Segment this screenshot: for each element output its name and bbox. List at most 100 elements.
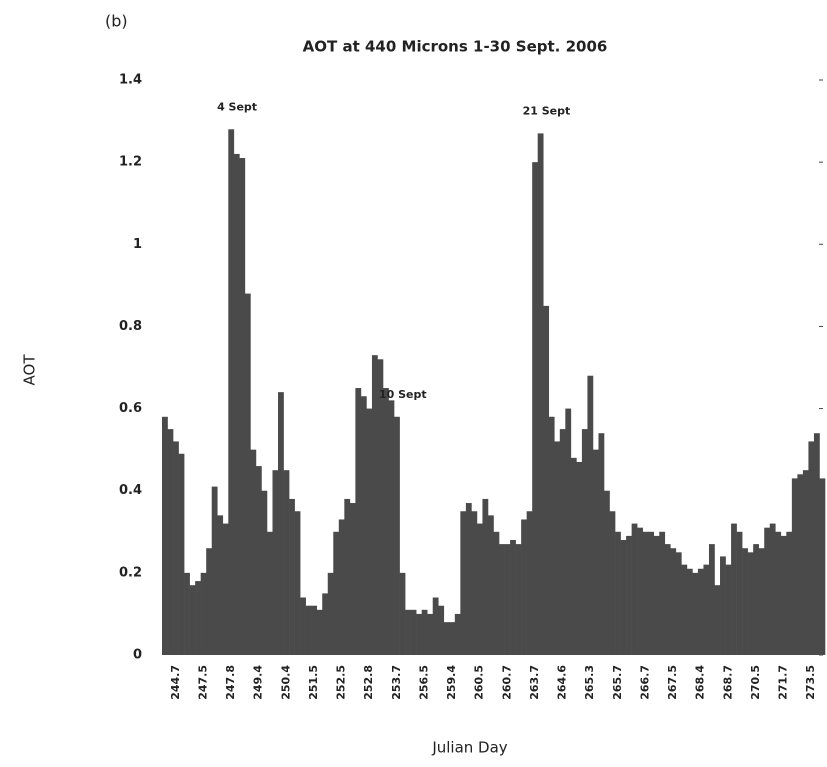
bar [576, 461, 583, 655]
bar [510, 540, 516, 655]
bar [394, 416, 400, 655]
x-tick-label: 268.4 [694, 665, 707, 700]
bar [670, 548, 677, 655]
bar [725, 564, 732, 655]
bar [720, 556, 726, 655]
bar [189, 585, 196, 655]
annotation: 21 Sept [523, 104, 571, 117]
bar [808, 441, 815, 655]
bar [405, 609, 411, 655]
bar [283, 470, 290, 655]
bar [581, 429, 588, 655]
bar [250, 449, 257, 655]
y-tick-label: 1.2 [119, 155, 142, 170]
bar [797, 474, 804, 655]
bar [565, 408, 572, 655]
bar [289, 498, 295, 655]
bar [482, 498, 489, 655]
bar [747, 552, 754, 655]
chart-title: AOT at 440 Microns 1-30 Sept. 2006 [303, 38, 608, 56]
x-tick-label: 270.5 [749, 665, 762, 700]
bar [681, 564, 688, 655]
bar [615, 531, 621, 655]
bar [692, 572, 699, 655]
bar [244, 293, 251, 655]
x-tick-label: 265.7 [611, 665, 624, 700]
bar [443, 622, 450, 655]
bar [648, 531, 655, 655]
panel-label: (b) [105, 12, 128, 31]
bar [272, 470, 279, 655]
bar [598, 433, 605, 655]
bar [388, 400, 395, 655]
bar [184, 572, 190, 655]
x-tick-label: 267.5 [666, 665, 679, 700]
bar [355, 388, 362, 655]
bar [377, 359, 384, 655]
bar [543, 305, 550, 655]
x-tick-label: 250.4 [279, 665, 292, 700]
x-tick-label: 260.5 [473, 665, 486, 700]
bar [499, 544, 505, 655]
annotation: 4 Sept [217, 100, 257, 113]
bar [162, 416, 168, 655]
x-tick-label: 271.7 [777, 665, 790, 700]
bar [548, 416, 555, 655]
bar [780, 535, 787, 655]
bar [664, 544, 671, 655]
bar [217, 515, 224, 655]
bar [526, 511, 533, 655]
bar [570, 457, 577, 655]
bar [626, 535, 632, 655]
y-tick-label: 0 [133, 648, 142, 663]
x-tick-label: 256.5 [417, 665, 430, 700]
bar [200, 572, 207, 655]
bar [753, 544, 759, 655]
x-tick-label: 260.7 [500, 665, 513, 700]
bar [708, 544, 715, 655]
y-tick-label: 0.6 [119, 401, 142, 416]
bar [416, 613, 422, 655]
x-tick-label: 251.5 [307, 665, 320, 700]
bar [454, 613, 461, 655]
bar [233, 153, 240, 655]
bar [703, 564, 710, 655]
bar [195, 581, 201, 655]
bar [465, 503, 472, 655]
x-tick-label: 265.3 [583, 665, 596, 700]
bar [736, 531, 743, 655]
x-tick-label: 273.5 [804, 665, 817, 700]
bar [311, 605, 317, 655]
bar [222, 523, 229, 655]
bar [714, 585, 721, 655]
bar [278, 392, 284, 655]
x-tick-label: 247.8 [224, 665, 237, 700]
y-axis-label: AOT [21, 354, 39, 386]
x-tick-label: 253.7 [390, 665, 403, 700]
bar [493, 531, 500, 655]
bar [675, 552, 682, 655]
x-tick-label: 249.4 [252, 665, 265, 700]
bar [758, 548, 765, 655]
bar [410, 609, 417, 655]
bar [631, 523, 638, 655]
bar [460, 511, 467, 655]
bar [476, 523, 483, 655]
bar [697, 568, 704, 655]
bar [322, 593, 329, 655]
bar [653, 535, 660, 655]
y-tick-label: 0.4 [119, 483, 142, 498]
bar [338, 519, 345, 655]
bar [261, 490, 268, 655]
bar [432, 597, 439, 655]
bar [294, 511, 301, 655]
bar [421, 609, 428, 655]
y-tick-label: 1 [133, 237, 142, 252]
x-axis-label: Julian Day [431, 739, 507, 757]
bar [360, 396, 367, 655]
bar [427, 613, 434, 655]
bar [449, 622, 456, 655]
bar [764, 527, 771, 655]
bar [537, 133, 544, 656]
